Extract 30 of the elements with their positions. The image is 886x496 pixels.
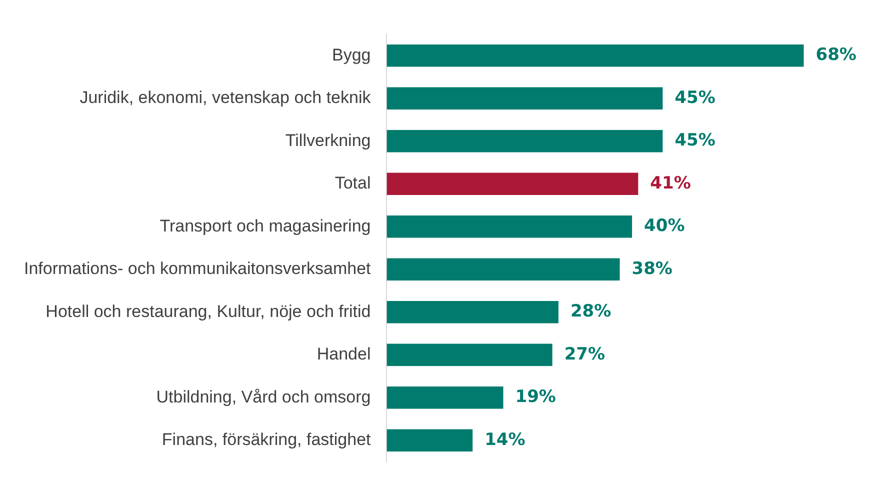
bar bbox=[386, 386, 504, 409]
data-label: 40% bbox=[644, 216, 685, 236]
y-tick-label: Utbildning, Vård och omsorg bbox=[156, 387, 371, 406]
bar bbox=[386, 429, 473, 452]
data-label: 27% bbox=[564, 344, 606, 364]
y-tick-label: Juridik, ekonomi, vetenskap och teknik bbox=[80, 88, 372, 108]
data-label: 41% bbox=[650, 173, 691, 194]
y-tick-label: Bygg bbox=[332, 45, 371, 64]
y-tick-label: Informations- och kommunikaitonsverksamhet bbox=[24, 259, 372, 278]
y-tick-label: Transport och magasinering bbox=[160, 216, 371, 236]
bar bbox=[386, 87, 663, 110]
data-label: 28% bbox=[570, 302, 612, 322]
data-label: 45% bbox=[674, 88, 716, 108]
y-tick-label: Total bbox=[334, 174, 371, 193]
data-label: 45% bbox=[674, 130, 716, 151]
data-label: 68% bbox=[816, 45, 856, 65]
bar bbox=[386, 301, 558, 324]
bar bbox=[386, 344, 552, 366]
bar bbox=[386, 258, 620, 280]
bar bbox=[386, 44, 804, 67]
data-label: 38% bbox=[632, 258, 672, 279]
bar bbox=[386, 216, 632, 238]
bar bbox=[386, 130, 663, 152]
y-tick-label: Tillverkning bbox=[285, 130, 371, 150]
data-label: 19% bbox=[515, 387, 556, 408]
y-tick-label: Hotell och restaurang, Kultur, nöje och fritid bbox=[46, 302, 371, 321]
bar bbox=[386, 172, 638, 195]
y-tick-label: Finans, försäkring, fastighet bbox=[162, 430, 372, 450]
data-label: 14% bbox=[484, 430, 526, 450]
y-tick-label: Handel bbox=[316, 344, 371, 364]
